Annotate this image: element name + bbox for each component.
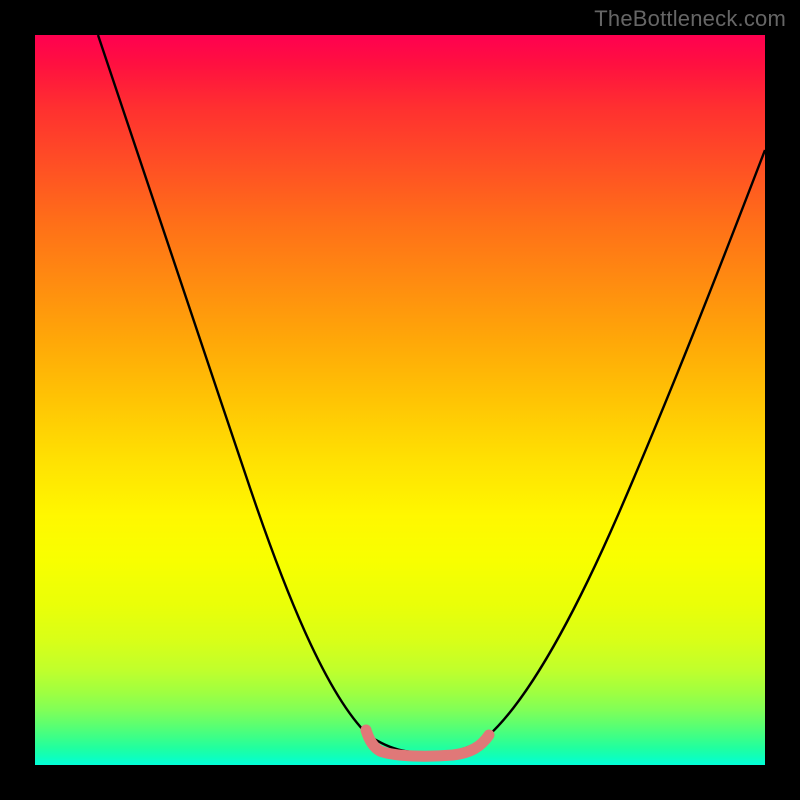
watermark-text: TheBottleneck.com (594, 6, 786, 32)
chart-curve-layer (35, 35, 765, 765)
main-curve (98, 35, 765, 753)
chart-plot-area (35, 35, 765, 765)
marker-curve (366, 730, 489, 756)
